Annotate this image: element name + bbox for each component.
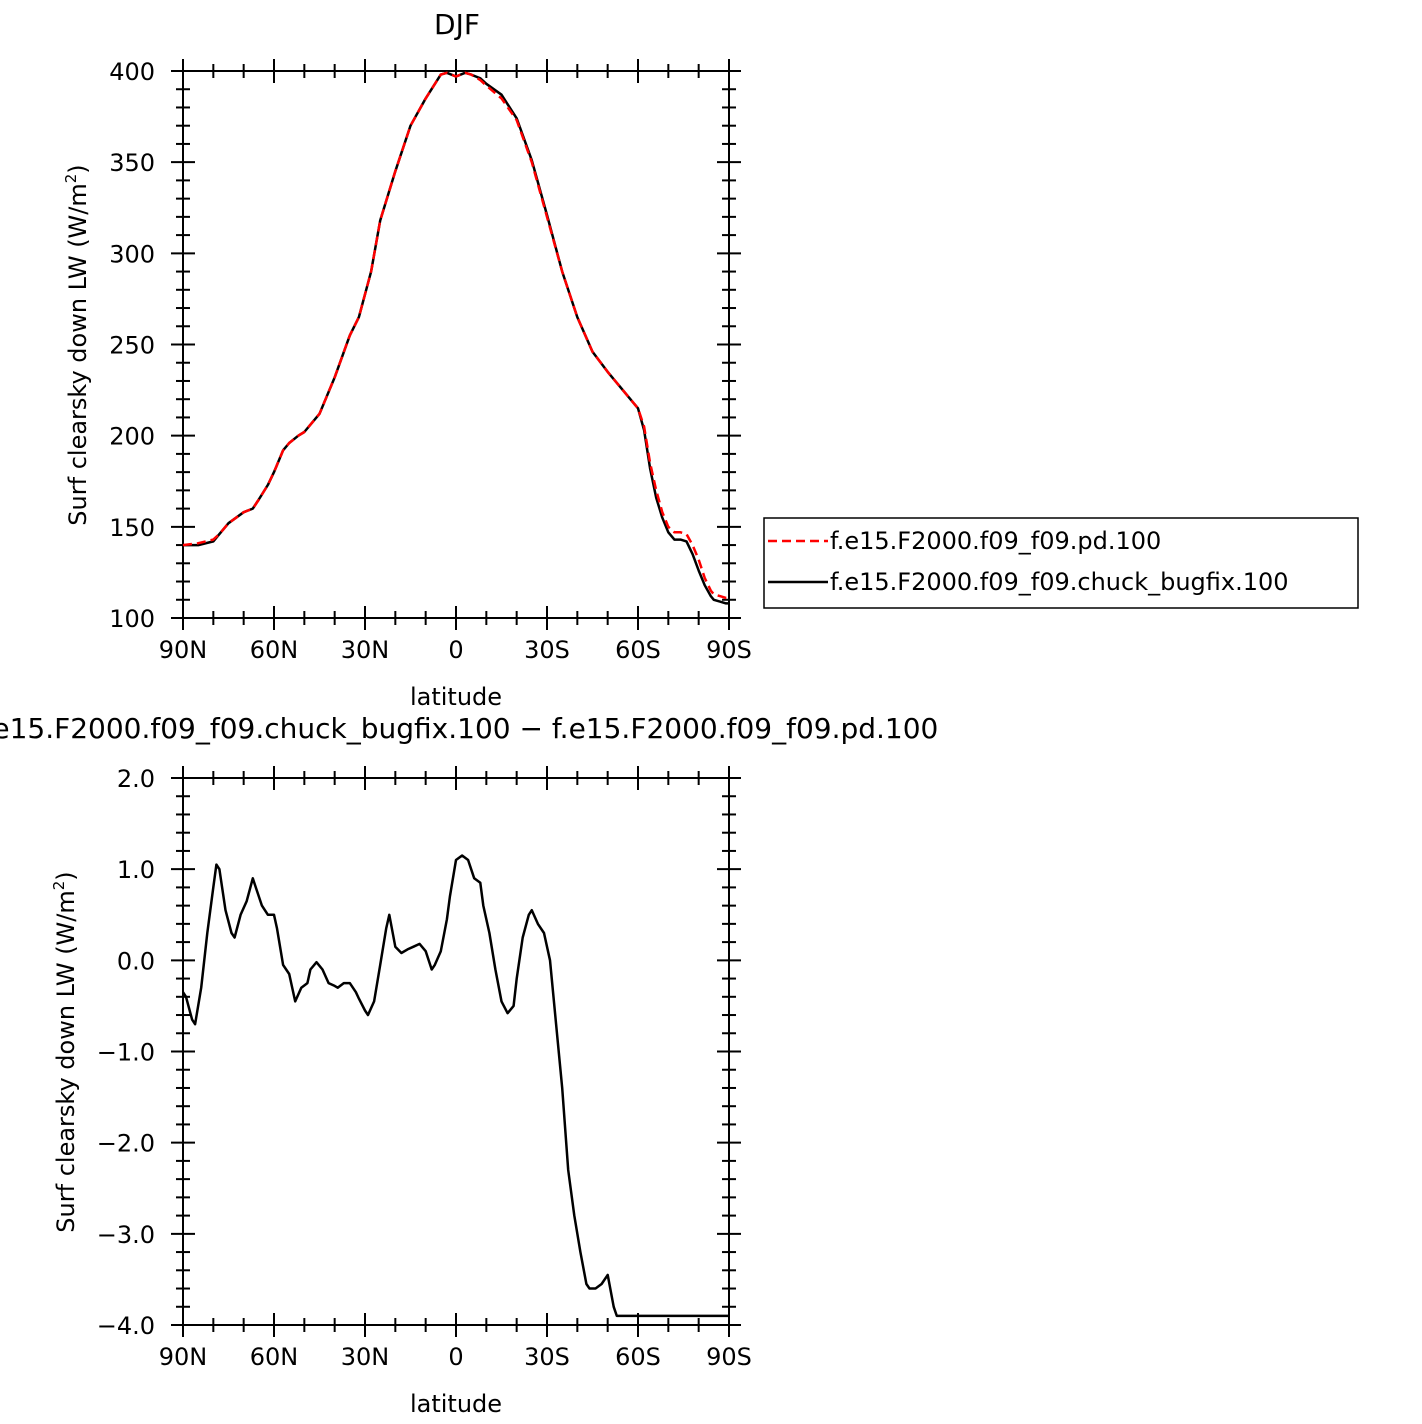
top-y-tick-label: 350 <box>109 149 155 177</box>
bottom-x-tick-label: 60S <box>615 1343 661 1371</box>
top-series-lines <box>182 71 729 605</box>
top-panel: DJF 90N 60N 30N 0 30S 60S 90S 100 150 200 250 300 35… <box>62 8 1359 711</box>
top-y-tick-label: 200 <box>109 423 155 451</box>
top-y-tick-label: 400 <box>109 58 155 86</box>
top-axis-ticks: 90N 60N 30N 0 30S 60S 90S 100 150 200 250 300 350 400 <box>109 58 752 664</box>
top-x-tick-label: 30S <box>524 636 570 664</box>
bottom-x-tick-label: 0 <box>448 1343 463 1371</box>
bottom-axis-ticks: 90N 60N 30N 0 30S 60S 90S −4.0 −3.0 −2.0 −1.0 0.0 1.… <box>97 765 752 1371</box>
bottom-x-tick-label: 60N <box>250 1343 299 1371</box>
bottom-series-lines <box>181 854 729 1318</box>
bottom-y-tick-label: 1.0 <box>117 856 155 884</box>
bottom-y-tick-label: 0.0 <box>117 947 155 975</box>
legend-label-bugfix: f.e15.F2000.f09_f09.chuck_bugfix.100 <box>830 568 1289 596</box>
top-x-tick-label: 90S <box>706 636 752 664</box>
bottom-x-tick-label: 90S <box>706 1343 752 1371</box>
top-x-tick-label: 0 <box>448 636 463 664</box>
legend-label-pd: f.e15.F2000.f09_f09.pd.100 <box>830 527 1161 555</box>
top-chart-title: DJF <box>434 8 480 41</box>
top-y-axis-label: Surf clearsky down LW (W/m2) <box>62 164 92 525</box>
top-x-tick-label: 90N <box>159 636 208 664</box>
bottom-panel: f.e15.F2000.f09_f09.chuck_bugfix.100 − f… <box>0 712 938 1418</box>
top-y-axis-label-main: Surf clearsky down LW (W/m <box>64 183 92 525</box>
top-y-tick-label: 100 <box>109 605 155 633</box>
bottom-x-axis-label: latitude <box>410 1390 502 1418</box>
top-plot-frame <box>182 70 730 619</box>
top-x-tick-label: 60S <box>615 636 661 664</box>
top-x-axis-label: latitude <box>410 683 502 711</box>
bottom-y-axis-label-end: ) <box>52 871 80 880</box>
top-x-tick-label: 30N <box>341 636 390 664</box>
top-y-axis-label-end: ) <box>64 164 92 173</box>
top-series-line-0 <box>182 71 729 600</box>
top-y-tick-label: 150 <box>109 514 155 542</box>
top-series-line-1 <box>183 71 729 605</box>
bottom-y-tick-label: −4.0 <box>97 1312 155 1340</box>
bottom-y-tick-label: −2.0 <box>97 1130 155 1158</box>
bottom-y-axis-label: Surf clearsky down LW (W/m2) <box>50 871 80 1232</box>
bottom-x-tick-label: 30N <box>341 1343 390 1371</box>
legend: f.e15.F2000.f09_f09.pd.100 f.e15.F2000.f… <box>763 517 1359 609</box>
bottom-y-tick-label: 2.0 <box>117 765 155 793</box>
top-x-tick-label: 60N <box>250 636 299 664</box>
bottom-y-tick-label: −3.0 <box>97 1221 155 1249</box>
top-y-tick-label: 300 <box>109 240 155 268</box>
bottom-y-axis-label-main: Surf clearsky down LW (W/m <box>52 890 80 1232</box>
bottom-y-tick-label: −1.0 <box>97 1039 155 1067</box>
top-y-axis-label-sup: 2 <box>62 174 80 184</box>
bottom-x-tick-label: 90N <box>159 1343 208 1371</box>
bottom-x-tick-label: 30S <box>524 1343 570 1371</box>
bottom-chart-title: f.e15.F2000.f09_f09.chuck_bugfix.100 − f… <box>0 712 938 745</box>
bottom-series-line-0 <box>181 854 729 1318</box>
legend-box <box>763 517 1359 609</box>
bottom-y-axis-label-sup: 2 <box>50 881 68 891</box>
top-y-tick-label: 250 <box>109 332 155 360</box>
